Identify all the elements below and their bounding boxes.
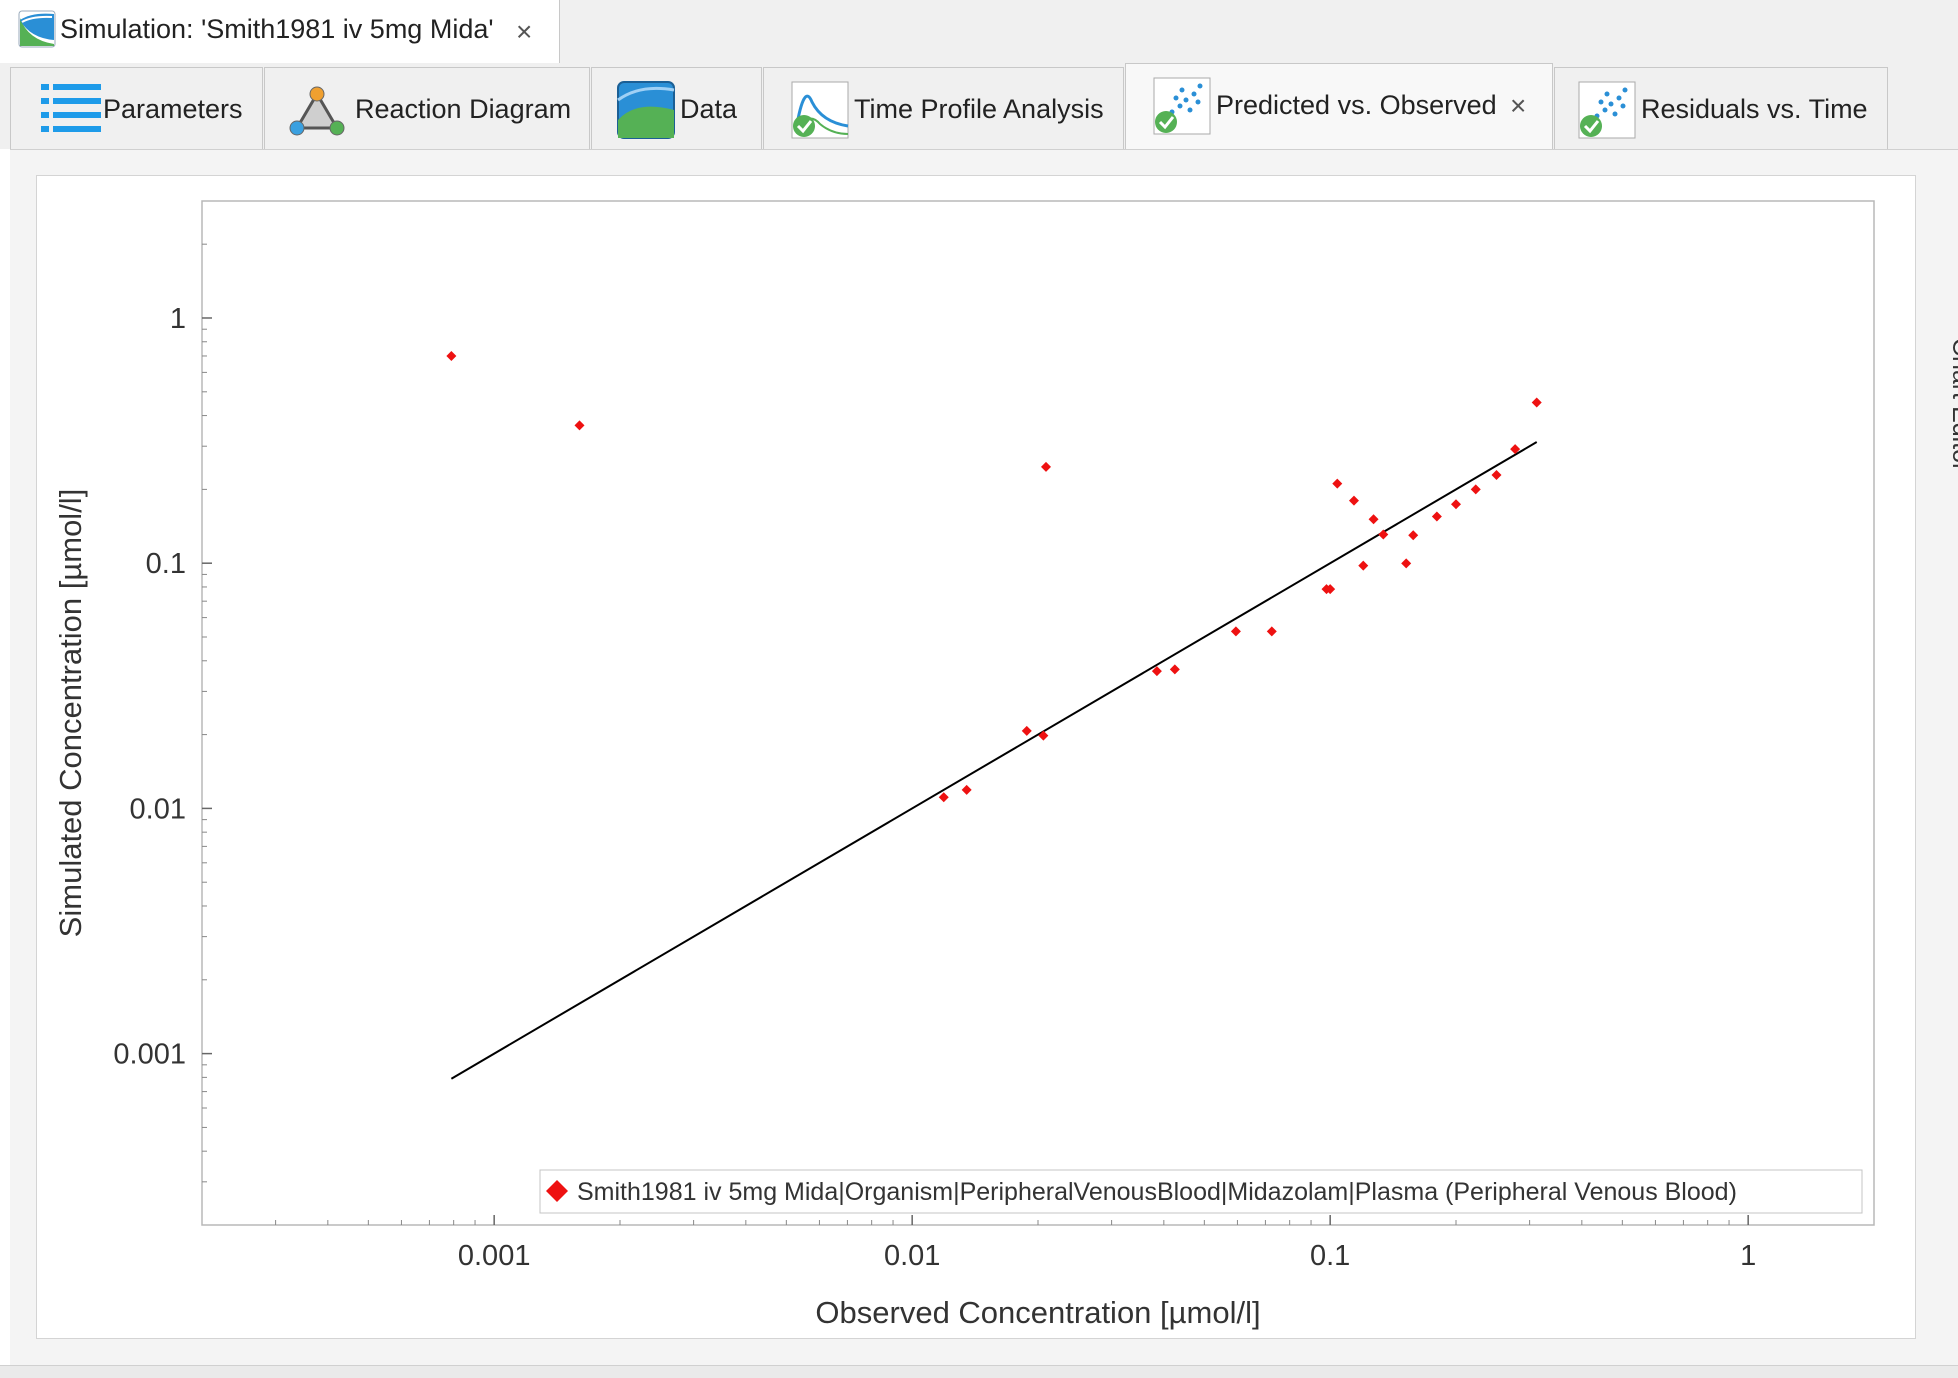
data-point	[1230, 626, 1241, 637]
data-point	[1332, 478, 1343, 489]
chart-panel: 0.001 0.01 0.1 1 0.001 0.01 0.1 1 Observed Conc…	[36, 175, 1916, 1339]
reaction-diagram-icon	[289, 86, 345, 136]
data-point	[1021, 725, 1032, 736]
tab-residuals-vs-time[interactable]: Residuals vs. Time	[1554, 67, 1888, 149]
content-area: 0.001 0.01 0.1 1 0.001 0.01 0.1 1 Observed Conc…	[10, 149, 1958, 1366]
major-ticks: 0.001 0.01 0.1 1 0.001 0.01 0.1 1	[113, 303, 1756, 1272]
data-point	[1510, 444, 1521, 455]
data-points	[446, 350, 1542, 803]
x-tick-label: 0.1	[1310, 1240, 1350, 1272]
data-point	[1038, 730, 1049, 741]
simulation-icon	[18, 10, 56, 48]
x-tick-label: 0.01	[884, 1240, 940, 1272]
legend-box	[539, 1169, 1863, 1214]
time-profile-analysis-icon	[791, 81, 849, 139]
x-axis-label: Observed Concentration [µmol/l]	[815, 1295, 1260, 1330]
document-tab-simulation[interactable]: Simulation: 'Smith1981 iv 5mg Mida' ×	[0, 0, 560, 63]
parameters-list-icon	[41, 84, 101, 132]
data-point	[1358, 560, 1369, 571]
tab-label: Reaction Diagram	[355, 94, 572, 124]
y-tick-label: 0.01	[130, 793, 186, 825]
tab-predicted-vs-observed[interactable]: Predicted vs. Observed ×	[1125, 63, 1553, 150]
y-axis-label: Simulated Concentration [µmol/l]	[53, 489, 88, 938]
legend-marker	[546, 1180, 568, 1202]
predicted-vs-observed-icon	[1153, 77, 1211, 135]
data-point	[1151, 666, 1162, 677]
y-tick-label: 0.001	[113, 1039, 186, 1071]
legend[interactable]: Smith1981 iv 5mg Mida|Organism|Periphera…	[539, 1169, 1863, 1214]
tab-label: Data	[680, 94, 738, 124]
data-point	[1325, 584, 1336, 595]
data-point	[1368, 514, 1379, 525]
tab-data[interactable]: Data	[591, 67, 762, 149]
data-point	[961, 784, 972, 795]
y-tick-label: 0.1	[146, 548, 186, 580]
tab-label: Time Profile Analysis	[854, 94, 1104, 124]
predicted-vs-observed-chart[interactable]: 0.001 0.01 0.1 1 0.001 0.01 0.1 1 Observed Conc…	[37, 176, 1915, 1338]
data-point	[1491, 469, 1502, 480]
document-tab-title: Simulation: 'Smith1981 iv 5mg Mida'	[60, 14, 494, 44]
x-tick-label: 0.001	[458, 1240, 531, 1272]
tab-label: Parameters	[103, 94, 243, 124]
data-point	[1401, 558, 1412, 569]
identity-line-group	[450, 441, 1538, 1080]
data-point	[1470, 484, 1481, 495]
data-point	[1266, 626, 1277, 637]
chart-editor-tab[interactable]: Chart Editor	[1947, 338, 1958, 472]
data-point	[1040, 461, 1051, 472]
tab-label: Predicted vs. Observed	[1216, 90, 1497, 120]
y-tick-label: 1	[170, 303, 186, 335]
plot-area	[201, 200, 1875, 1226]
view-tab-strip: Parameters Reaction Diagram Data Time Pr…	[0, 63, 1958, 150]
data-point	[1169, 664, 1180, 675]
identity-line	[450, 441, 1538, 1080]
tab-reaction-diagram[interactable]: Reaction Diagram	[264, 67, 590, 149]
tab-close-icon[interactable]: ×	[1510, 90, 1527, 121]
data-point	[1431, 511, 1442, 522]
status-bar	[0, 1365, 1958, 1378]
document-tab-close-icon[interactable]: ×	[516, 16, 533, 47]
tab-label: Residuals vs. Time	[1641, 94, 1868, 124]
data-icon	[617, 81, 675, 139]
data-point	[1451, 499, 1461, 510]
x-tick-label: 1	[1740, 1240, 1756, 1272]
document-tab-strip: Simulation: 'Smith1981 iv 5mg Mida' ×	[0, 0, 1958, 64]
data-point	[1378, 529, 1389, 540]
tab-time-profile-analysis[interactable]: Time Profile Analysis	[763, 67, 1124, 149]
residuals-vs-time-icon	[1578, 81, 1636, 139]
data-point	[938, 792, 949, 803]
legend-label: Smith1981 iv 5mg Mida|Organism|Periphera…	[577, 1178, 1737, 1206]
data-point	[574, 420, 585, 431]
data-point	[1531, 397, 1542, 408]
tab-parameters[interactable]: Parameters	[10, 67, 263, 149]
minor-ticks	[202, 243, 1730, 1225]
data-point	[1408, 530, 1419, 541]
data-point	[446, 350, 457, 361]
data-point	[1348, 495, 1359, 506]
